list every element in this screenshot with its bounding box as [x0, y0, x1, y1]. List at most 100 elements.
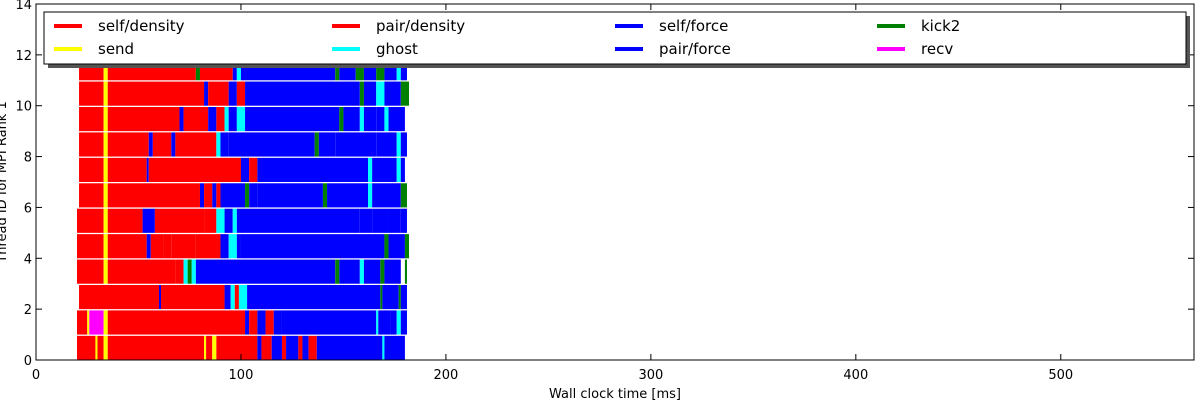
- task-segment: [204, 208, 217, 233]
- task-segment: [398, 284, 401, 310]
- legend-label: self/force: [659, 17, 728, 35]
- task-segment: [220, 183, 246, 208]
- task-segment: [89, 310, 104, 335]
- task-segment: [171, 132, 176, 157]
- task-segment: [107, 234, 147, 259]
- task-segment: [195, 56, 200, 81]
- task-segment: [404, 234, 410, 259]
- task-segment: [107, 81, 205, 106]
- task-segment: [388, 234, 405, 259]
- task-segment: [236, 106, 246, 132]
- task-segment: [179, 106, 184, 132]
- task-segment: [103, 132, 108, 157]
- task-segment: [339, 259, 360, 284]
- y-tick-label: 8: [24, 151, 32, 166]
- task-segment: [314, 132, 319, 157]
- task-segment: [400, 310, 407, 335]
- task-segment: [245, 310, 250, 335]
- task-segment: [382, 284, 399, 310]
- task-segment: [396, 157, 401, 182]
- task-segment: [273, 310, 282, 335]
- task-segment: [228, 234, 237, 259]
- task-segment: [335, 132, 377, 157]
- task-segment: [146, 234, 151, 259]
- task-segment: [249, 310, 258, 335]
- y-tick-label: 14: [15, 0, 32, 13]
- task-segment: [103, 259, 108, 284]
- task-segment: [372, 183, 401, 208]
- task-segment: [216, 183, 221, 208]
- task-segment: [107, 132, 149, 157]
- task-segment: [187, 259, 192, 284]
- task-segment: [400, 208, 407, 233]
- x-tick-label: 400: [843, 368, 868, 383]
- task-segment: [142, 208, 155, 233]
- task-segment: [103, 106, 108, 132]
- task-segment: [355, 56, 364, 81]
- task-segment: [400, 183, 407, 208]
- task-segment: [236, 208, 360, 233]
- task-segment: [228, 132, 315, 157]
- task-segment: [376, 56, 385, 81]
- task-segment: [216, 106, 225, 132]
- task-segment: [236, 56, 241, 81]
- legend-label: self/density: [98, 17, 185, 35]
- task-segment: [339, 106, 344, 132]
- task-segment: [195, 234, 221, 259]
- task-segment: [335, 56, 340, 81]
- task-segment: [103, 335, 108, 360]
- task-segment: [152, 132, 172, 157]
- task-segment: [228, 106, 237, 132]
- task-segment: [261, 335, 272, 360]
- task-segment: [281, 310, 377, 335]
- task-segment: [183, 259, 188, 284]
- task-segment: [224, 284, 231, 310]
- task-segment: [302, 335, 309, 360]
- task-segment: [380, 284, 383, 310]
- task-segment: [76, 234, 104, 259]
- y-tick-label: 10: [15, 100, 32, 115]
- task-segment: [249, 183, 258, 208]
- task-segment: [318, 132, 336, 157]
- task-segment: [400, 56, 407, 81]
- task-segment: [103, 234, 108, 259]
- plot-frame: [35, 3, 1195, 361]
- x-axis-label: Wall clock time [ms]: [549, 387, 681, 400]
- task-segment: [359, 106, 364, 132]
- task-segment: [388, 208, 401, 233]
- task-segment: [378, 310, 391, 335]
- task-segment: [230, 284, 235, 310]
- task-segment: [359, 259, 364, 284]
- x-tick-label: 200: [433, 368, 458, 383]
- task-segment: [103, 208, 108, 233]
- task-segment: [107, 157, 147, 182]
- task-segment: [363, 81, 377, 106]
- x-tick-label: 0: [32, 368, 40, 383]
- task-segment: [327, 183, 369, 208]
- task-segment: [146, 157, 149, 182]
- task-segment: [76, 310, 88, 335]
- task-segment: [257, 335, 262, 360]
- y-tick-label: 4: [24, 252, 32, 267]
- task-segment: [148, 157, 241, 182]
- task-segment: [158, 284, 162, 310]
- task-segment: [171, 234, 196, 259]
- legend-label: ghost: [376, 40, 418, 58]
- task-segment: [103, 56, 108, 81]
- task-segment: [372, 208, 389, 233]
- task-segment: [199, 183, 205, 208]
- task-segment: [271, 335, 282, 360]
- task-segment: [103, 183, 108, 208]
- task-segment: [76, 259, 104, 284]
- task-segment: [257, 157, 369, 182]
- legend-items: self/density send pair/density ghost self/fo…: [54, 17, 960, 58]
- task-segment: [238, 284, 248, 310]
- task-segment: [79, 284, 159, 310]
- task-segment: [245, 106, 340, 132]
- task-segment: [380, 259, 385, 284]
- task-segment: [154, 208, 205, 233]
- y-axis-ticks: 0 2 4 6 8 10 12 14: [15, 0, 1194, 369]
- task-segment: [216, 132, 221, 157]
- task-segment: [384, 81, 401, 106]
- task-segment: [281, 335, 287, 360]
